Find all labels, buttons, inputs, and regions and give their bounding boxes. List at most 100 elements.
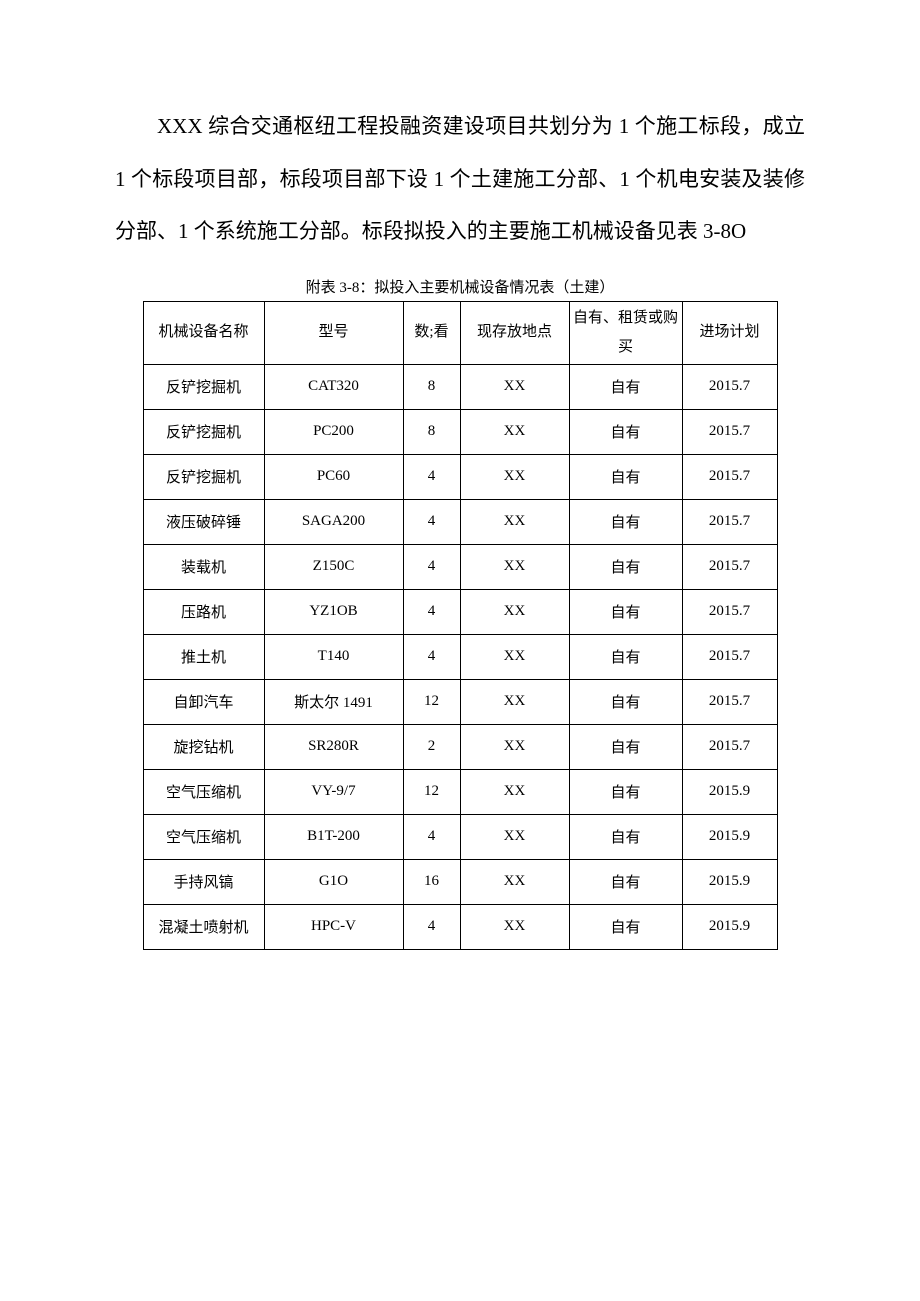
table-cell: XX	[460, 364, 569, 409]
table-row: 推土机T1404XX自有2015.7	[143, 634, 777, 679]
table-header-cell: 现存放地点	[460, 301, 569, 364]
table-caption: 附表 3-8：拟投入主要机械设备情况表（土建）	[115, 276, 805, 297]
table-cell: 反铲挖掘机	[143, 454, 264, 499]
table-cell: HPC-V	[264, 904, 403, 949]
table-cell: 压路机	[143, 589, 264, 634]
table-cell: 自有	[569, 589, 682, 634]
table-cell: XX	[460, 544, 569, 589]
table-cell: SAGA200	[264, 499, 403, 544]
table-cell: 4	[403, 814, 460, 859]
table-cell: 2015.7	[682, 589, 777, 634]
table-cell: 自有	[569, 364, 682, 409]
table-cell: 2015.7	[682, 634, 777, 679]
table-cell: XX	[460, 904, 569, 949]
table-cell: XX	[460, 634, 569, 679]
table-cell: 自有	[569, 769, 682, 814]
table-cell: 推土机	[143, 634, 264, 679]
table-header-cell: 进场计划	[682, 301, 777, 364]
table-row: 反铲挖掘机PC2008XX自有2015.7	[143, 409, 777, 454]
table-cell: 2015.7	[682, 454, 777, 499]
table-cell: 2015.9	[682, 814, 777, 859]
table-row: 旋挖钻机SR280R2XX自有2015.7	[143, 724, 777, 769]
table-cell: XX	[460, 814, 569, 859]
table-cell: XX	[460, 454, 569, 499]
table-cell: 液压破碎锤	[143, 499, 264, 544]
table-cell: 自有	[569, 634, 682, 679]
table-cell: 4	[403, 904, 460, 949]
document-page: XXX 综合交通枢纽工程投融资建设项目共划分为 1 个施工标段，成立 1 个标段…	[0, 0, 920, 1050]
table-cell: 2015.7	[682, 364, 777, 409]
equipment-table: 机械设备名称 型号 数;看 现存放地点 自有、租赁或购买 进场计划 反铲挖掘机C…	[143, 301, 778, 950]
table-cell: 旋挖钻机	[143, 724, 264, 769]
table-cell: CAT320	[264, 364, 403, 409]
table-cell: VY-9/7	[264, 769, 403, 814]
table-cell: 12	[403, 679, 460, 724]
table-cell: 2015.9	[682, 769, 777, 814]
table-cell: G1O	[264, 859, 403, 904]
table-row: 装载机Z150C4XX自有2015.7	[143, 544, 777, 589]
table-row: 空气压缩机VY-9/712XX自有2015.9	[143, 769, 777, 814]
table-cell: 2015.9	[682, 859, 777, 904]
table-cell: 混凝土喷射机	[143, 904, 264, 949]
table-cell: 自有	[569, 409, 682, 454]
table-cell: XX	[460, 769, 569, 814]
table-cell: 装载机	[143, 544, 264, 589]
table-cell: 8	[403, 409, 460, 454]
table-cell: 空气压缩机	[143, 814, 264, 859]
table-cell: B1T-200	[264, 814, 403, 859]
table-cell: 自有	[569, 454, 682, 499]
table-row: 混凝土喷射机HPC-V4XX自有2015.9	[143, 904, 777, 949]
table-cell: 斯太尔 1491	[264, 679, 403, 724]
table-cell: 8	[403, 364, 460, 409]
table-header-cell: 型号	[264, 301, 403, 364]
table-cell: 2015.7	[682, 544, 777, 589]
table-cell: 自有	[569, 814, 682, 859]
intro-paragraph: XXX 综合交通枢纽工程投融资建设项目共划分为 1 个施工标段，成立 1 个标段…	[115, 100, 805, 258]
table-cell: XX	[460, 859, 569, 904]
table-header-cell: 数;看	[403, 301, 460, 364]
table-cell: 自有	[569, 679, 682, 724]
table-cell: 空气压缩机	[143, 769, 264, 814]
table-cell: 4	[403, 544, 460, 589]
table-cell: XX	[460, 589, 569, 634]
table-cell: SR280R	[264, 724, 403, 769]
table-cell: 12	[403, 769, 460, 814]
table-cell: 自有	[569, 499, 682, 544]
table-header-cell: 自有、租赁或购买	[569, 301, 682, 364]
table-cell: XX	[460, 724, 569, 769]
table-cell: 2015.7	[682, 409, 777, 454]
table-cell: 自有	[569, 904, 682, 949]
table-cell: Z150C	[264, 544, 403, 589]
table-cell: 自卸汽车	[143, 679, 264, 724]
table-row: 反铲挖掘机CAT3208XX自有2015.7	[143, 364, 777, 409]
table-row: 反铲挖掘机PC604XX自有2015.7	[143, 454, 777, 499]
table-header-row: 机械设备名称 型号 数;看 现存放地点 自有、租赁或购买 进场计划	[143, 301, 777, 364]
table-cell: 2015.7	[682, 724, 777, 769]
table-cell: 自有	[569, 859, 682, 904]
table-cell: XX	[460, 499, 569, 544]
table-cell: 4	[403, 499, 460, 544]
table-cell: 手持风镐	[143, 859, 264, 904]
table-row: 液压破碎锤SAGA2004XX自有2015.7	[143, 499, 777, 544]
table-cell: 4	[403, 634, 460, 679]
table-row: 自卸汽车斯太尔 149112XX自有2015.7	[143, 679, 777, 724]
table-cell: YZ1OB	[264, 589, 403, 634]
table-cell: 16	[403, 859, 460, 904]
table-cell: XX	[460, 679, 569, 724]
table-cell: 反铲挖掘机	[143, 364, 264, 409]
table-cell: PC60	[264, 454, 403, 499]
table-cell: XX	[460, 409, 569, 454]
table-cell: 2	[403, 724, 460, 769]
table-body: 反铲挖掘机CAT3208XX自有2015.7反铲挖掘机PC2008XX自有201…	[143, 364, 777, 949]
table-cell: 自有	[569, 724, 682, 769]
table-cell: 2015.9	[682, 904, 777, 949]
table-cell: 4	[403, 589, 460, 634]
table-cell: 自有	[569, 544, 682, 589]
table-header-cell: 机械设备名称	[143, 301, 264, 364]
table-cell: 反铲挖掘机	[143, 409, 264, 454]
table-cell: PC200	[264, 409, 403, 454]
table-cell: 2015.7	[682, 499, 777, 544]
table-row: 手持风镐G1O16XX自有2015.9	[143, 859, 777, 904]
table-row: 压路机YZ1OB4XX自有2015.7	[143, 589, 777, 634]
table-cell: T140	[264, 634, 403, 679]
